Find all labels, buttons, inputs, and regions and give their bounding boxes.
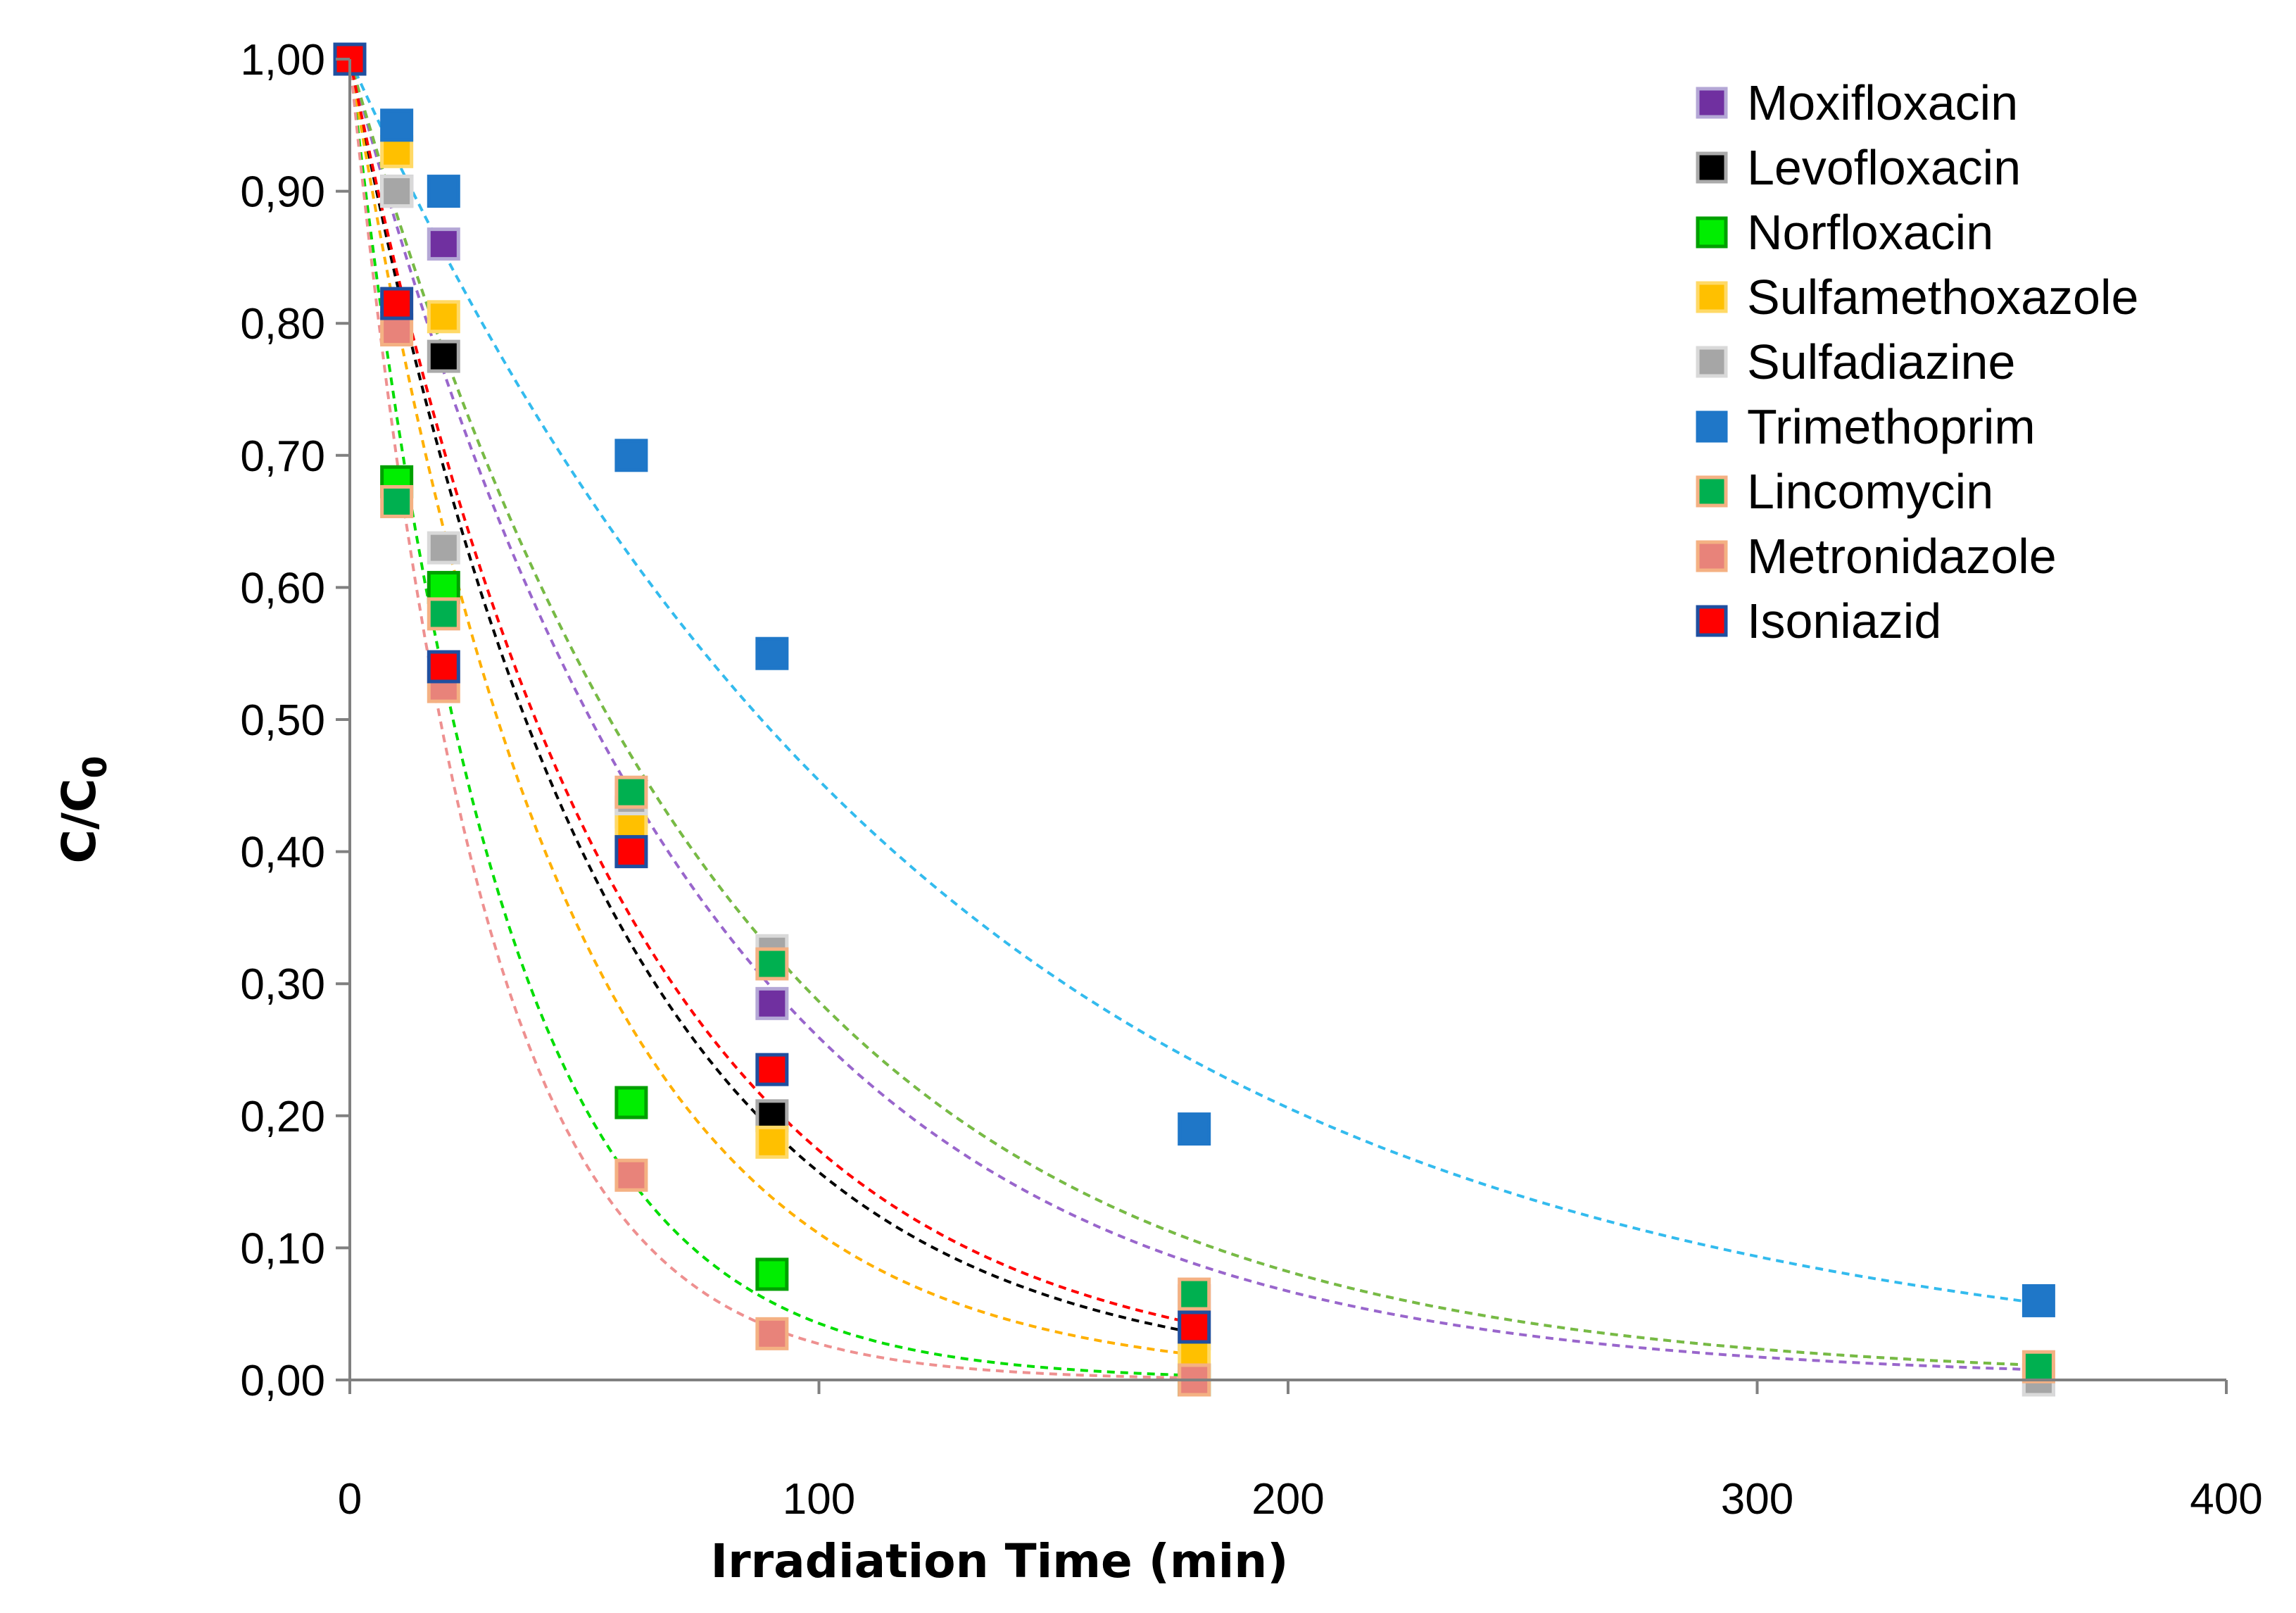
y-axis-ticks: 0,00 0,10 0,20 0,30 0,40 0,50 0,60 0,70 0,80 0,90… (240, 36, 350, 1405)
marker-sulfamethoxazole (380, 134, 414, 168)
marker-isoniazid (1178, 1310, 1211, 1344)
marker-lincomycin (614, 775, 648, 809)
marker-trimethoprim (2021, 1284, 2055, 1317)
marker-sulfamethoxazole (755, 1125, 789, 1159)
marker-levofloxacin (427, 339, 460, 373)
legend-item-lincomycin: Lincomycin (1696, 464, 1993, 519)
legend-label: Isoniazid (1747, 594, 1941, 648)
y-tick-label: 0,70 (240, 432, 325, 481)
legend-label: Lincomycin (1747, 464, 1993, 519)
legend-swatch (1696, 540, 1728, 572)
marker-moxifloxacin (755, 986, 789, 1020)
marker-isoniazid (427, 650, 460, 684)
y-tick-label: 0,60 (240, 564, 325, 613)
y-tick-label: 0,80 (240, 300, 325, 349)
marker-lincomycin (1178, 1277, 1211, 1311)
marker-trimethoprim (614, 439, 648, 472)
y-tick-label: 0,50 (240, 696, 325, 745)
legend-swatch (1696, 475, 1728, 508)
y-tick-label: 0,30 (240, 960, 325, 1009)
trendline-trimethoprim (348, 58, 2039, 1305)
legend-item-trimethoprim: Trimethoprim (1696, 399, 2036, 454)
legend-item-metronidazole: Metronidazole (1696, 529, 2057, 584)
legend-item-isoniazid: Isoniazid (1696, 594, 1941, 648)
legend-label: Metronidazole (1747, 529, 2057, 584)
y-axis-title-main: C/C (52, 779, 106, 864)
legend-swatch (1696, 605, 1728, 637)
legend-label: Trimethoprim (1747, 399, 2036, 454)
y-tick-label: 0,10 (240, 1224, 325, 1273)
legend: Moxifloxacin Levofloxacin Norfloxacin Sulfa… (1696, 75, 2138, 648)
y-axis-title: C/C0 (52, 756, 114, 864)
y-axis-title-subscript: 0 (76, 756, 114, 779)
legend-swatch (1696, 87, 1728, 119)
marker-isoniazid (614, 835, 648, 869)
y-tick-label: 0,00 (240, 1357, 325, 1405)
x-tick-label: 400 (2190, 1475, 2262, 1524)
marker-isoniazid (380, 287, 414, 320)
marker-lincomycin (755, 947, 789, 981)
marker-trimethoprim (755, 636, 789, 670)
y-tick-label: 1,00 (240, 36, 325, 84)
y-tick-label: 0,40 (240, 829, 325, 877)
legend-item-levofloxacin: Levofloxacin (1696, 140, 2021, 195)
plot-area: 0 100 200 300 400 0,000,100,200,300,400,500,… (240, 36, 2262, 1524)
legend-label: Moxifloxacin (1747, 75, 2018, 130)
x-axis-title: Irradiation Time (min) (711, 1534, 1289, 1588)
legend-swatch (1696, 346, 1728, 378)
marker-sulfadiazine (427, 531, 460, 565)
marker-trimethoprim (427, 175, 460, 208)
legend-item-sulfamethoxazole: Sulfamethoxazole (1696, 270, 2138, 325)
y-tick-label: 0,90 (240, 168, 325, 217)
legend-swatch (1696, 281, 1728, 313)
trendline-sulfamethoxazole (348, 58, 1194, 1357)
markers (333, 42, 2055, 1397)
marker-sulfamethoxazole (427, 300, 460, 334)
marker-metronidazole (755, 1317, 789, 1350)
legend-swatch (1696, 216, 1728, 249)
trendline-metronidazole (348, 58, 1194, 1380)
marker-norfloxacin (755, 1257, 789, 1291)
marker-trimethoprim (1178, 1112, 1211, 1146)
legend-label: Sulfamethoxazole (1747, 270, 2138, 325)
marker-levofloxacin (755, 1099, 789, 1133)
legend-label: Levofloxacin (1747, 140, 2021, 195)
legend-swatch (1696, 410, 1728, 443)
marker-norfloxacin (614, 1086, 648, 1119)
x-tick-label: 300 (1721, 1475, 1793, 1524)
y-tick-label: 0,20 (240, 1093, 325, 1141)
marker-lincomycin (2021, 1350, 2055, 1383)
x-tick-label: 200 (1251, 1475, 1324, 1524)
legend-swatch (1696, 151, 1728, 184)
trendline-lincomycin (348, 58, 2039, 1367)
legend-label: Sulfadiazine (1747, 334, 2015, 389)
legend-label: Norfloxacin (1747, 205, 1993, 260)
trendline-moxifloxacin (348, 58, 2039, 1372)
marker-lincomycin (427, 597, 460, 631)
marker-trimethoprim (380, 108, 414, 142)
marker-lincomycin (380, 484, 414, 518)
marker-metronidazole (614, 1158, 648, 1192)
trendline-norfloxacin (348, 58, 1194, 1377)
legend-item-moxifloxacin: Moxifloxacin (1696, 75, 2018, 130)
marker-isoniazid (755, 1053, 789, 1086)
marker-moxifloxacin (427, 227, 460, 261)
x-axis-ticks: 0 100 200 300 400 (338, 1380, 2263, 1524)
x-tick-label: 0 (338, 1475, 362, 1524)
x-tick-label: 100 (783, 1475, 855, 1524)
legend-item-sulfadiazine: Sulfadiazine (1696, 334, 2015, 389)
legend-item-norfloxacin: Norfloxacin (1696, 205, 1993, 260)
marker-sulfadiazine (380, 175, 414, 208)
